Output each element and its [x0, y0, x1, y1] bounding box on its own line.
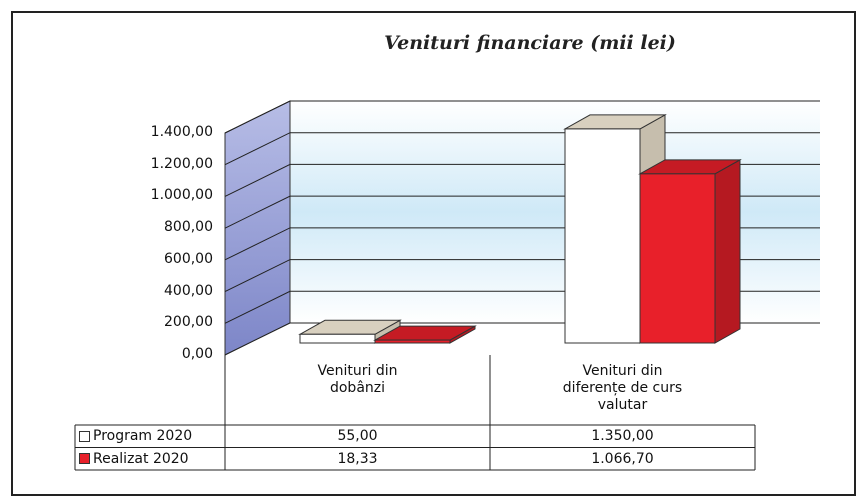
- y-tick-label: 400,00: [164, 282, 213, 299]
- y-tick-label: 200,00: [164, 314, 213, 331]
- y-tick-label: 1.400,00: [150, 124, 213, 140]
- legend-label: Realizat 2020: [93, 450, 189, 467]
- grid-line: [224, 100, 820, 134]
- bar: [639, 173, 716, 344]
- bar: [299, 333, 376, 344]
- bar-side: [714, 158, 741, 344]
- bar: [564, 128, 641, 344]
- legend-entry: Realizat 2020: [75, 448, 229, 470]
- table-value: 55,00: [337, 428, 378, 444]
- y-tick-label: 0,00: [181, 346, 213, 362]
- y-tick-label: 1.000,00: [150, 187, 213, 204]
- category-label: Venituri din dobânzi: [317, 363, 398, 396]
- y-tick-label: 800,00: [164, 219, 213, 236]
- legend-swatch: [79, 430, 90, 442]
- table-value: 18,33: [337, 450, 378, 467]
- side-wall: [224, 100, 291, 356]
- frame: [11, 11, 856, 496]
- chart-title: Venituri financiare (mii lei): [384, 32, 676, 54]
- table-value: 1.066,70: [591, 450, 654, 467]
- legend-swatch: [79, 453, 90, 464]
- legend-entry: Program 2020: [75, 425, 229, 447]
- table-value: 1.350,00: [591, 428, 654, 444]
- legend-label: Program 2020: [93, 428, 193, 444]
- y-tick-label: 1.200,00: [150, 155, 213, 172]
- y-tick-label: 600,00: [164, 250, 213, 267]
- bar: [374, 339, 451, 344]
- category-label: Venituri din diferențe de curs valutar: [562, 363, 683, 413]
